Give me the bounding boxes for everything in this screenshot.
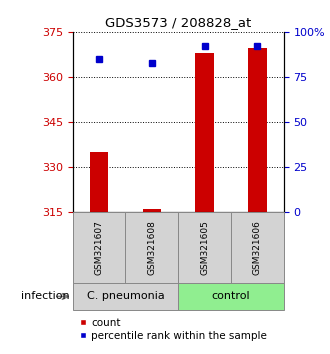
Bar xyxy=(178,283,284,310)
Text: GSM321607: GSM321607 xyxy=(94,220,104,275)
Bar xyxy=(248,48,267,212)
Legend: count, percentile rank within the sample: count, percentile rank within the sample xyxy=(75,314,271,345)
Text: control: control xyxy=(212,291,250,302)
Bar xyxy=(90,152,108,212)
Bar xyxy=(73,212,125,283)
Bar xyxy=(195,53,214,212)
Title: GDS3573 / 208828_at: GDS3573 / 208828_at xyxy=(105,16,251,29)
Bar xyxy=(125,212,178,283)
Text: GSM321608: GSM321608 xyxy=(147,220,156,275)
Bar xyxy=(73,283,178,310)
Bar xyxy=(143,209,161,212)
Text: infection: infection xyxy=(21,291,69,302)
Text: GSM321606: GSM321606 xyxy=(253,220,262,275)
Bar xyxy=(178,212,231,283)
Text: GSM321605: GSM321605 xyxy=(200,220,209,275)
Bar xyxy=(231,212,284,283)
Text: C. pneumonia: C. pneumonia xyxy=(86,291,164,302)
